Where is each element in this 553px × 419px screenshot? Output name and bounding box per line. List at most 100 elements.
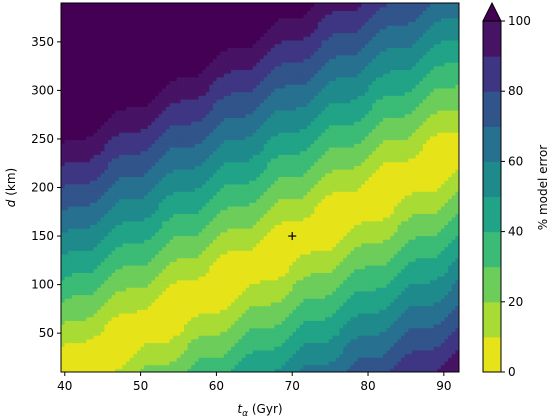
contour-cell [129,95,134,100]
contour-cell [191,224,196,229]
contour-cell [104,43,109,48]
contour-cell [202,169,207,174]
contour-cell [173,54,178,59]
contour-cell [234,154,239,159]
contour-cell [180,224,185,229]
contour-cell [184,47,189,52]
contour-cell [184,87,189,93]
contour-cell [155,353,160,358]
contour-cell [198,95,203,100]
contour-cell [234,106,239,111]
contour-cell [227,65,232,71]
contour-cell [64,217,69,222]
contour-cell [184,283,189,288]
contour-cell [202,320,207,325]
contour-cell [75,47,80,52]
contour-cell [223,331,229,336]
contour-cell [129,331,134,336]
contour-cell [231,50,236,56]
contour-cell [202,198,207,203]
contour-cell [129,121,134,126]
contour-cell [231,220,236,225]
contour-cell [89,43,95,48]
contour-cell [202,209,207,214]
contour-cell [111,290,116,296]
contour-cell [86,62,91,67]
contour-cell [115,84,120,89]
contour-cell [234,283,239,288]
contour-cell [147,121,153,126]
contour-cell [176,316,181,321]
contour-cell [93,257,98,262]
contour-cell [238,39,243,45]
contour-cell [75,21,80,26]
contour-cell [147,135,153,141]
contour-cell [216,279,221,285]
contour-cell [173,25,178,30]
contour-cell [212,102,218,107]
contour-cell [61,36,66,41]
contour-cell [151,21,156,26]
contour-cell [93,169,98,174]
contour-cell [129,169,134,174]
contour-cell [122,183,127,189]
contour-cell [169,150,174,155]
contour-cell [115,331,120,336]
contour-cell [89,62,95,67]
contour-cell [97,198,102,203]
contour-cell [64,228,69,233]
contour-cell [133,217,138,222]
contour-cell [79,235,84,240]
contour-cell [234,139,239,144]
contour-cell [75,213,80,218]
contour-cell [209,209,214,214]
contour-cell [97,228,102,233]
contour-cell [187,320,192,325]
contour-cell [126,80,131,85]
contour-cell [212,246,218,251]
contour-cell [176,180,181,185]
contour-cell [75,183,80,189]
contour-cell [216,205,221,211]
contour-cell [61,124,66,130]
contour-cell [118,228,124,233]
contour-cell [184,21,189,26]
contour-cell [147,106,153,111]
contour-cell [79,165,84,170]
contour-cell [71,257,77,262]
contour-cell [126,235,131,240]
contour-cell [238,198,243,203]
contour-cell [71,253,77,259]
contour-cell [122,69,127,74]
contour-cell [180,73,185,78]
contour-cell [198,194,203,200]
contour-cell [202,25,207,30]
contour-cell [212,180,218,185]
contour-cell [162,143,167,148]
contour-cell [133,261,138,266]
contour-cell [212,327,218,333]
contour-cell [136,316,142,321]
contour-cell [231,32,236,37]
contour-cell [93,113,98,118]
contour-cell [151,165,156,170]
contour-cell [136,36,142,41]
contour-cell [144,73,149,78]
contour-cell [126,128,131,133]
contour-cell [180,217,185,222]
contour-cell [111,239,116,244]
contour-cell [68,47,73,52]
contour-cell [234,349,239,355]
contour-cell [126,316,131,321]
contour-cell [180,161,185,166]
contour-cell [234,14,239,19]
contour-cell [79,69,84,74]
contour-cell [86,91,91,96]
contour-cell [140,187,145,192]
contour-cell [115,360,120,366]
contour-cell [202,191,207,196]
contour-cell [194,246,200,251]
contour-cell [198,272,203,277]
contour-cell [169,10,174,15]
contour-cell [71,54,77,59]
